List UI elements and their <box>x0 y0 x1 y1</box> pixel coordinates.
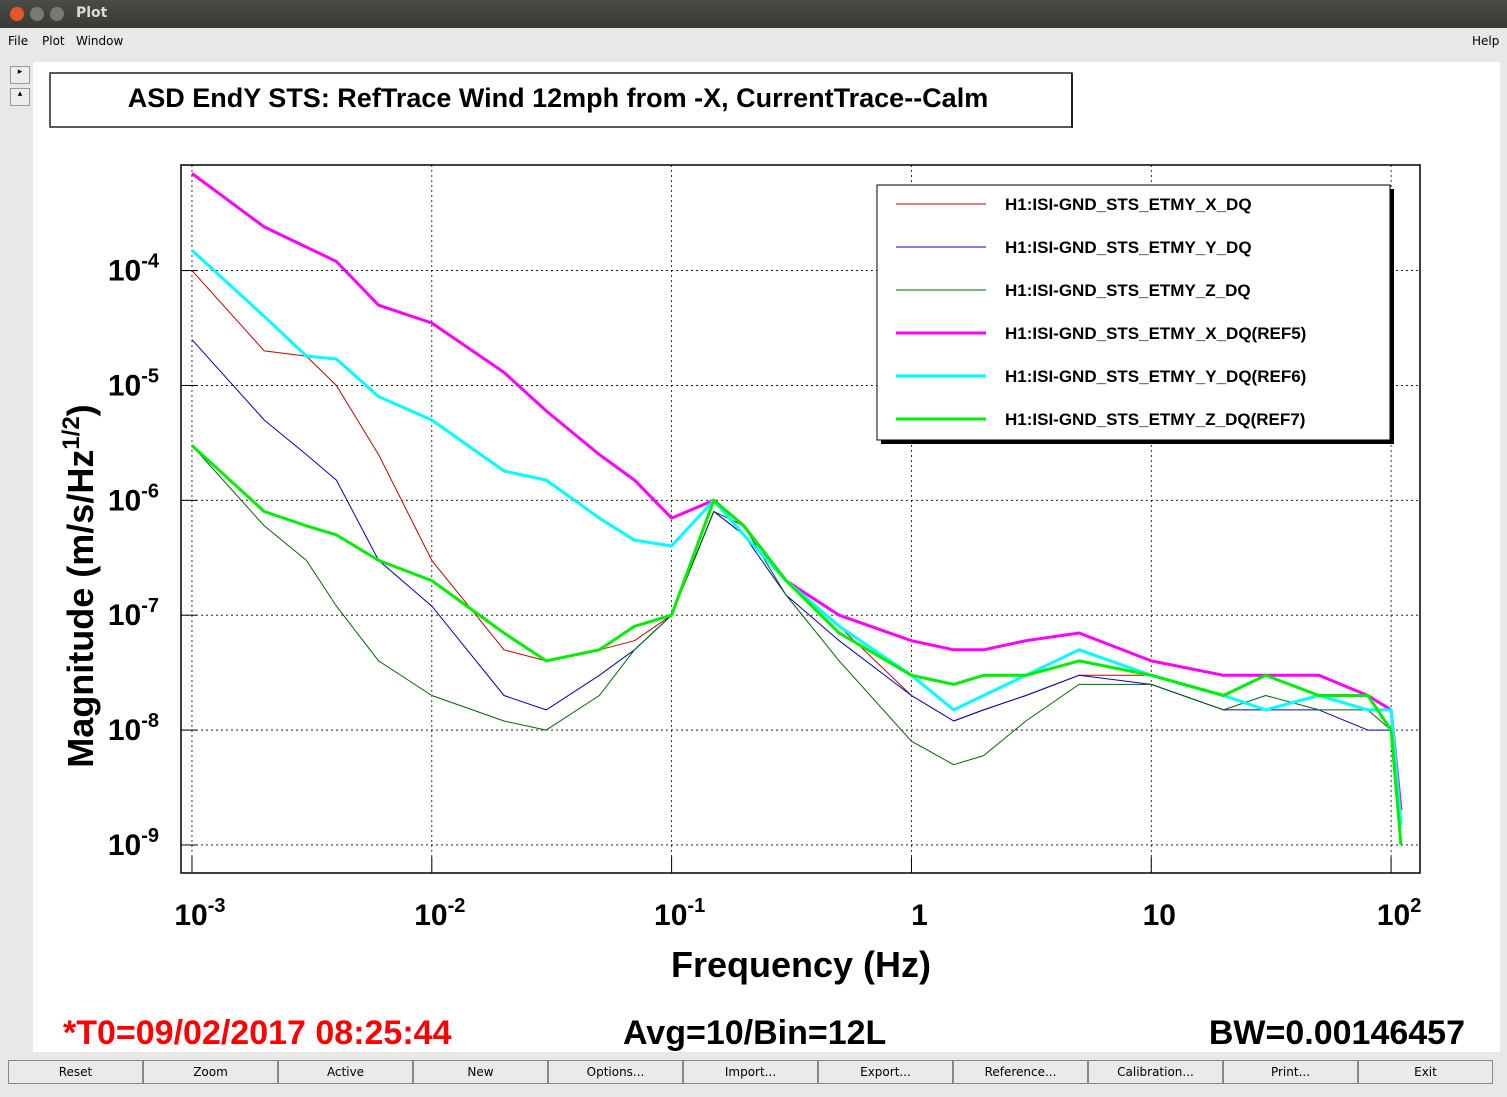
maximize-button[interactable] <box>50 7 64 21</box>
legend-label: H1:ISI-GND_STS_ETMY_Y_DQ <box>1005 238 1252 257</box>
arrow-button[interactable]: ▸ <box>10 66 30 84</box>
tick-label: 10-8 <box>108 710 159 747</box>
window-title: Plot <box>76 5 108 21</box>
legend <box>876 184 1391 441</box>
legend-label: H1:ISI-GND_STS_ETMY_Z_DQ <box>1005 281 1251 300</box>
tick-label: 10-4 <box>108 251 160 288</box>
footer-bw: BW=0.00146457 <box>1209 1014 1465 1052</box>
toolbar-button[interactable]: Reset <box>8 1060 143 1084</box>
menu-item[interactable]: Plot <box>42 34 65 48</box>
toolbar-button[interactable]: Zoom <box>143 1060 278 1084</box>
tick-label: 10 <box>1143 899 1176 932</box>
minimize-button[interactable] <box>30 7 44 21</box>
tick-exponent: -2 <box>448 895 466 917</box>
menu-item[interactable]: File <box>8 34 29 48</box>
side-panel: ▸ ▴ <box>10 66 30 110</box>
tick-label: 10-1 <box>654 895 705 932</box>
toolbar-button[interactable]: Reference... <box>953 1060 1088 1084</box>
tick-exponent: -7 <box>141 595 159 617</box>
tick-base: 10 <box>414 899 447 932</box>
series-line <box>191 445 1402 846</box>
title-box <box>49 72 1073 128</box>
tick-exponent: -5 <box>141 365 159 387</box>
tick-base: 10 <box>108 484 141 517</box>
legend-label: H1:ISI-GND_STS_ETMY_Y_DQ(REF6) <box>1005 367 1306 386</box>
tick-exponent: -4 <box>141 251 160 273</box>
toolbar-button[interactable]: Exit <box>1358 1060 1493 1084</box>
tick-label: 10-2 <box>414 895 465 932</box>
y-axis-label: Magnitude (m/s/Hz1/2) <box>58 404 101 767</box>
legend-label: H1:ISI-GND_STS_ETMY_Z_DQ(REF7) <box>1005 410 1305 429</box>
toolbar-button[interactable]: Calibration... <box>1088 1060 1223 1084</box>
toolbar-button[interactable]: Print... <box>1223 1060 1358 1084</box>
menu-item[interactable]: Window <box>76 34 124 48</box>
menu-bar: File Plot Window Help <box>0 28 1507 52</box>
button-bar: Reset Zoom Active New Options... Import... Exp… <box>8 1060 1493 1084</box>
toolbar-button[interactable]: Active <box>278 1060 413 1084</box>
arrow-button[interactable]: ▴ <box>10 88 30 106</box>
close-button[interactable] <box>10 7 24 21</box>
tick-exponent: -8 <box>141 710 159 732</box>
menu-item[interactable]: Help <box>1472 34 1500 48</box>
tick-exponent: 2 <box>1410 895 1421 917</box>
tick-exponent: -9 <box>141 825 159 847</box>
tick-base: 10 <box>1377 899 1410 932</box>
plot-area <box>180 164 1421 874</box>
tick-label: 1 <box>911 899 928 932</box>
tick-label: 102 <box>1377 895 1422 932</box>
toolbar-button[interactable]: Options... <box>548 1060 683 1084</box>
toolbar-button[interactable]: New <box>413 1060 548 1084</box>
legend-label: H1:ISI-GND_STS_ETMY_X_DQ(REF5) <box>1005 324 1306 343</box>
chart-title: ASD EndY STS: RefTrace Wind 12mph from -… <box>128 83 988 113</box>
tick-exponent: -3 <box>208 895 226 917</box>
toolbar-button[interactable]: Export... <box>818 1060 953 1084</box>
tick-base: 10 <box>654 899 687 932</box>
tick-exponent: -1 <box>687 895 705 917</box>
tick-label: 10-9 <box>108 825 159 862</box>
tick-exponent: -6 <box>141 480 159 502</box>
tick-base: 10 <box>108 255 141 288</box>
tick-base: 10 <box>108 369 141 402</box>
x-axis-label: Frequency (Hz) <box>671 944 931 985</box>
legend-label: H1:ISI-GND_STS_ETMY_X_DQ <box>1005 195 1252 214</box>
tick-label: 10-6 <box>108 480 159 517</box>
plot-canvas: ASD EndY STS: RefTrace Wind 12mph from -… <box>33 62 1500 1052</box>
tick-label: 10-7 <box>108 595 159 632</box>
footer-avg: Avg=10/Bin=12L <box>623 1014 886 1052</box>
toolbar-button[interactable]: Import... <box>683 1060 818 1084</box>
tick-base: 10 <box>174 899 207 932</box>
tick-base: 10 <box>108 714 141 747</box>
tick-label: 10-3 <box>174 895 225 932</box>
footer-t0: *T0=09/02/2017 08:25:44 <box>63 1014 452 1052</box>
tick-label: 10-5 <box>108 365 159 402</box>
tick-base: 10 <box>108 599 141 632</box>
tick-base: 10 <box>108 829 141 862</box>
series-line <box>190 444 1403 846</box>
title-bar: Plot <box>0 0 1507 28</box>
